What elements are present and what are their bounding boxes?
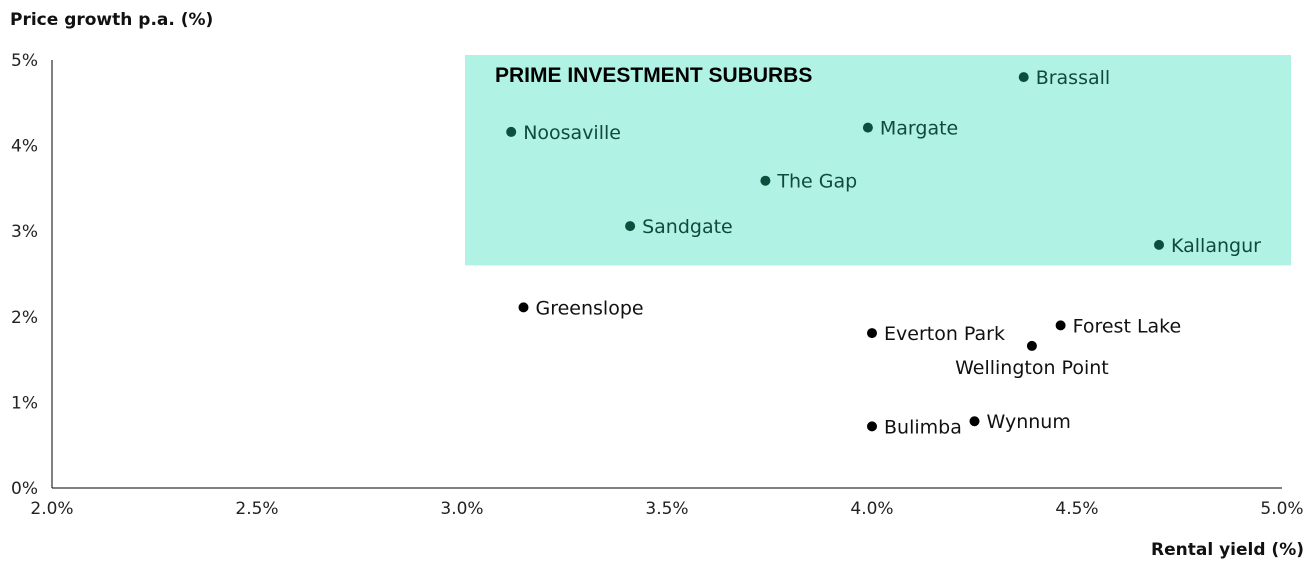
point-label: Margate	[880, 118, 958, 140]
scatter-point-group: Kallangur	[1154, 235, 1261, 257]
x-tick-label: 3.5%	[645, 499, 688, 519]
y-tick-label: 1%	[11, 393, 38, 413]
scatter-point	[867, 328, 877, 339]
scatter-point-group: Wellington Point	[955, 340, 1109, 379]
y-axis-title: Price growth p.a. (%)	[10, 10, 213, 30]
x-tick-label: 2.0%	[30, 499, 73, 519]
point-label: Wynnum	[987, 411, 1071, 433]
y-tick-label: 5%	[11, 51, 38, 71]
scatter-point-group: The Gap	[760, 171, 857, 193]
scatter-point-group: Margate	[862, 118, 958, 140]
prime-region	[465, 55, 1291, 266]
y-tick-labels: 0% 1% 2% 3% 4% 5%	[11, 51, 38, 499]
point-label: Noosaville	[523, 122, 621, 144]
point-label: Greenslope	[536, 297, 644, 319]
scatter-point-group: Wynnum	[969, 411, 1071, 433]
point-label: Wellington Point	[955, 357, 1109, 379]
point-label: Brassall	[1036, 67, 1111, 89]
point-label: Everton Park	[884, 323, 1005, 345]
x-axis-title: Rental yield (%)	[1151, 540, 1304, 560]
scatter-point	[760, 175, 771, 186]
scatter-point-group: Everton Park	[867, 323, 1005, 345]
x-tick-label: 2.5%	[235, 499, 278, 519]
data-points: Brassall Noosaville Margate The Gap Sandgate…	[506, 67, 1261, 438]
x-tick-label: 4.5%	[1055, 499, 1098, 519]
scatter-point	[1055, 320, 1066, 331]
point-label: The Gap	[776, 171, 857, 193]
scatter-point	[969, 416, 980, 427]
point-label: Sandgate	[642, 216, 733, 238]
scatter-point-group: Sandgate	[625, 216, 733, 238]
scatter-point	[1154, 239, 1164, 250]
scatter-point-group: Bulimba	[867, 416, 962, 438]
scatter-point-group: Brassall	[1018, 67, 1111, 89]
scatter-point-group: Forest Lake	[1055, 315, 1182, 337]
scatter-point-group: Noosaville	[506, 122, 621, 144]
scatter-point	[518, 302, 529, 313]
scatter-point	[506, 126, 517, 137]
x-tick-label: 3.0%	[440, 499, 483, 519]
scatter-point-group: Greenslope	[518, 297, 644, 319]
x-tick-labels: 2.0% 2.5% 3.0% 3.5% 4.0% 4.5% 5.0%	[30, 499, 1303, 519]
x-tick-label: 4.0%	[850, 499, 893, 519]
point-label: Forest Lake	[1073, 315, 1182, 337]
y-tick-label: 0%	[11, 479, 38, 499]
scatter-point	[867, 421, 877, 432]
scatter-point	[1026, 340, 1037, 351]
point-label: Kallangur	[1171, 235, 1261, 257]
point-label: Bulimba	[884, 416, 962, 438]
y-tick-label: 3%	[11, 222, 38, 242]
scatter-point	[625, 221, 636, 232]
region-title: PRIME INVESTMENT SUBURBS	[495, 64, 812, 87]
y-tick-label: 2%	[11, 308, 38, 328]
scatter-point	[1018, 72, 1029, 83]
x-tick-label: 5.0%	[1260, 499, 1303, 519]
y-tick-label: 4%	[11, 137, 38, 157]
scatter-point	[862, 122, 873, 133]
